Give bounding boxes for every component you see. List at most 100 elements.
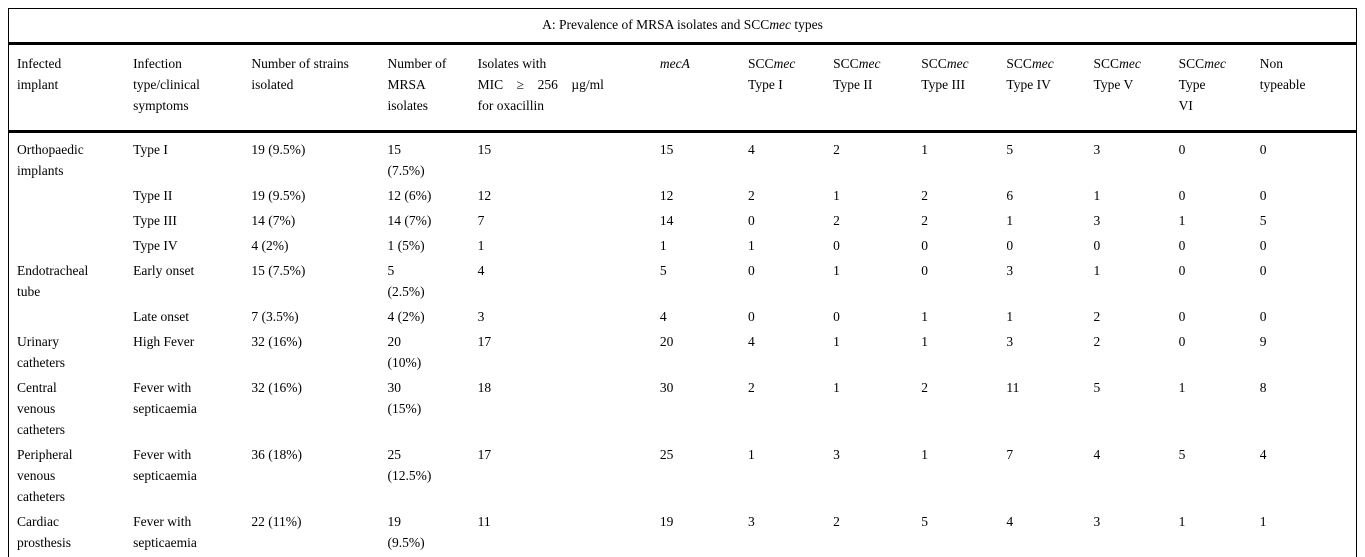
table-cell [9, 304, 133, 329]
text: Number of MRSA isolates [387, 56, 447, 113]
table-cell: Fever with septicaemia [133, 380, 197, 416]
table-cell: 7 [477, 213, 485, 228]
header-row: Infected implant Infection type/clinical… [9, 45, 1356, 133]
table-cell: 1 [748, 238, 755, 253]
table-cell: 4 [1006, 514, 1014, 529]
col-header-infected-implant: Infected implant [9, 45, 134, 133]
table-caption: A: Prevalence of MRSA isolates and SCCme… [9, 9, 1356, 45]
table-cell: 1 [921, 309, 929, 324]
table-cell: 0 [1178, 334, 1186, 349]
table-cell: 5 (2.5%) [387, 263, 425, 299]
table-cell: 5 [1178, 447, 1186, 462]
col-header-mrsa-isolates: Number of MRSA isolates [387, 45, 478, 133]
table-cell: 0 [1178, 309, 1186, 324]
italic-text: mec [858, 56, 881, 71]
table-cell: 0 [921, 263, 929, 278]
table-cell: 0 [748, 213, 755, 228]
table-cell: 0 [1259, 238, 1267, 253]
table-cell: 3 [1093, 213, 1101, 228]
table-cell: 25 [659, 447, 674, 462]
text: Infected implant [17, 56, 62, 92]
table-cell: 1 [1093, 188, 1101, 203]
text: SCC [833, 56, 859, 71]
italic-text: mec [769, 17, 792, 32]
table-cell: 1 (5%) [387, 238, 425, 253]
text: Type IV [1006, 77, 1051, 92]
table-row: Cardiac prosthesis Fever with septicaemia… [9, 509, 1356, 555]
table-cell: 0 [833, 309, 840, 324]
table-cell: 3 [1006, 334, 1014, 349]
col-header-non-typeable: Non typeable [1259, 45, 1356, 133]
italic-text: mec [1119, 56, 1141, 71]
table-cell: 1 [1178, 380, 1186, 395]
table-cell: 20 [659, 334, 674, 349]
table-cell: 0 [1259, 142, 1267, 157]
italic-text: mec [946, 56, 969, 71]
table-cell: Type I [133, 142, 168, 157]
table-cell: 4 [659, 309, 667, 324]
table-cell: 6 [1006, 188, 1014, 203]
table-row: Late onset 7 (3.5%) 4 (2%) 3 4 0 0 1 1 2 0 0 [9, 304, 1356, 329]
table-cell: 0 [1259, 309, 1267, 324]
table-cell: 3 [1093, 142, 1101, 157]
italic-text: mec [1204, 56, 1226, 71]
table-cell: Fever with septicaemia [133, 447, 197, 483]
table-cell: 1 [1006, 309, 1014, 324]
table-cell: 3 [748, 514, 755, 529]
table-cell: 11 [1006, 380, 1020, 395]
table-cell: 2 [833, 213, 840, 228]
table-cell: 1 [1178, 514, 1186, 529]
italic-text: mec [773, 56, 796, 71]
table-cell: 36 (18%) [251, 447, 302, 462]
table-cell: 3 [477, 309, 485, 324]
table-cell: 2 [1093, 309, 1101, 324]
table-cell: 4 [1259, 447, 1267, 462]
table-cell: 2 [748, 380, 755, 395]
col-header-mic-oxacillin: Isolates with MIC ≥ 256 µg/ml for oxacil… [477, 45, 660, 133]
table-cell: Type III [133, 213, 177, 228]
table-cell: 1 [921, 334, 929, 349]
table-cell [9, 208, 133, 233]
col-header-strains-isolated: Number of strains isolated [251, 45, 388, 133]
table-cell: 5 [921, 514, 929, 529]
table-row: Orthopaedic implants Type I 19 (9.5%) 15 (7… [9, 132, 1356, 184]
col-header-sccmec-type-4: SCCmec Type IV [1006, 45, 1094, 133]
table-cell: 4 (2%) [251, 238, 289, 253]
table-cell: 2 [833, 514, 840, 529]
table-cell: 30 [659, 380, 674, 395]
table-cell: 0 [1259, 263, 1267, 278]
table-cell: 3 [1006, 263, 1014, 278]
table-cell: 14 (7%) [387, 213, 432, 228]
text: Type III [921, 77, 965, 92]
table-cell: 1 [921, 447, 929, 462]
table-cell: 14 (7%) [251, 213, 296, 228]
table-cell: 18 [477, 380, 492, 395]
table-row: Endotracheal tube Early onset 15 (7.5%) 5 (… [9, 258, 1356, 304]
col-header-sccmec-type-1: SCCmec Type I [748, 45, 834, 133]
col-header-infection-type: Infection type/clinical symptoms [133, 45, 252, 133]
table-cell: 1 [921, 142, 929, 157]
col-header-sccmec-type-6: SCCmec Type VI [1178, 45, 1260, 133]
table-cell: 0 [748, 309, 755, 324]
table-row: Type IV 4 (2%) 1 (5%) 1 1 1 0 0 0 0 0 0 [9, 233, 1356, 258]
table-cell: 2 [921, 380, 929, 395]
table-cell: 25 (12.5%) [387, 447, 432, 483]
table-cell: 1 [748, 447, 755, 462]
text: Type V [1093, 77, 1134, 92]
table-cell: 0 [1006, 238, 1014, 253]
table-cell: 5 [1259, 213, 1267, 228]
table-cell: 17 [477, 447, 492, 462]
table-cell: 2 [833, 142, 840, 157]
table-cell: 19 (9.5%) [251, 142, 306, 157]
table-cell: 15 [659, 142, 674, 157]
table-cell: 1 [833, 334, 840, 349]
table-cell: 5 [659, 263, 667, 278]
table-cell: 2 [748, 188, 755, 203]
table-cell: Orthopaedic implants [17, 142, 84, 178]
text: SCC [1006, 56, 1032, 71]
text: Non typeable [1259, 56, 1306, 92]
table-cell: 20 (10%) [387, 334, 422, 370]
table-cell: 0 [921, 238, 929, 253]
table-cell: Endotracheal tube [17, 263, 89, 299]
table-cell: 0 [1093, 238, 1101, 253]
